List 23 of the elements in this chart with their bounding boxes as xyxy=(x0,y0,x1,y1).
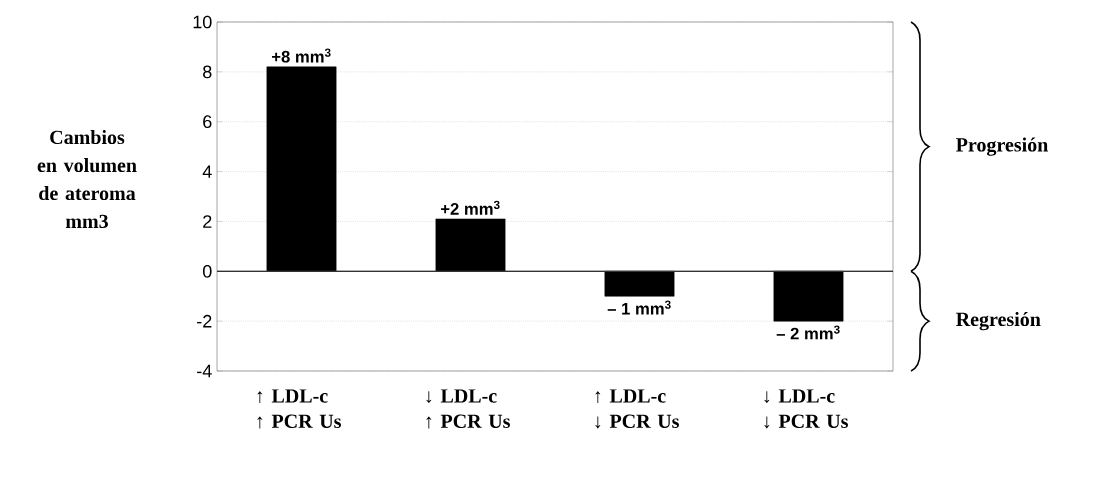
y-tick-label: 8 xyxy=(203,65,212,79)
bar xyxy=(604,271,675,297)
y-tick-label: 6 xyxy=(203,115,212,129)
x-tick-label: ↓ LDL-c ↓ PCR Us xyxy=(764,389,848,429)
y-tick-label: -4 xyxy=(197,364,212,378)
text: Progresión xyxy=(956,137,1048,156)
y-tick-label: 4 xyxy=(202,165,212,178)
x-tick-label: ↓ LDL-c ↑ PCR Us xyxy=(426,389,510,429)
bar xyxy=(266,66,337,272)
y-tick-label: -2 xyxy=(197,314,212,328)
x-tick-label: ↑ LDL-c ↓ PCR Us xyxy=(595,389,679,429)
data-label: +2 mm$^{3}$ xyxy=(440,200,500,215)
y-tick-label: 2 xyxy=(203,215,212,228)
bar xyxy=(773,271,844,322)
bar xyxy=(435,218,506,272)
data-label: – 2 mm$^{3}$ xyxy=(776,325,840,340)
data-label: +8 mm$^{3}$ xyxy=(271,48,331,63)
y-axis-title: Cambios en volumen de ateroma mm3 xyxy=(37,130,137,229)
text: Regresión xyxy=(956,312,1041,331)
y-tick-label: 10 xyxy=(193,15,212,29)
y-tick-label: 0 xyxy=(202,264,212,278)
x-tick-label: ↑ LDL-c ↑ PCR Us xyxy=(257,389,341,429)
data-label: – 1 mm$^{3}$ xyxy=(607,300,671,315)
